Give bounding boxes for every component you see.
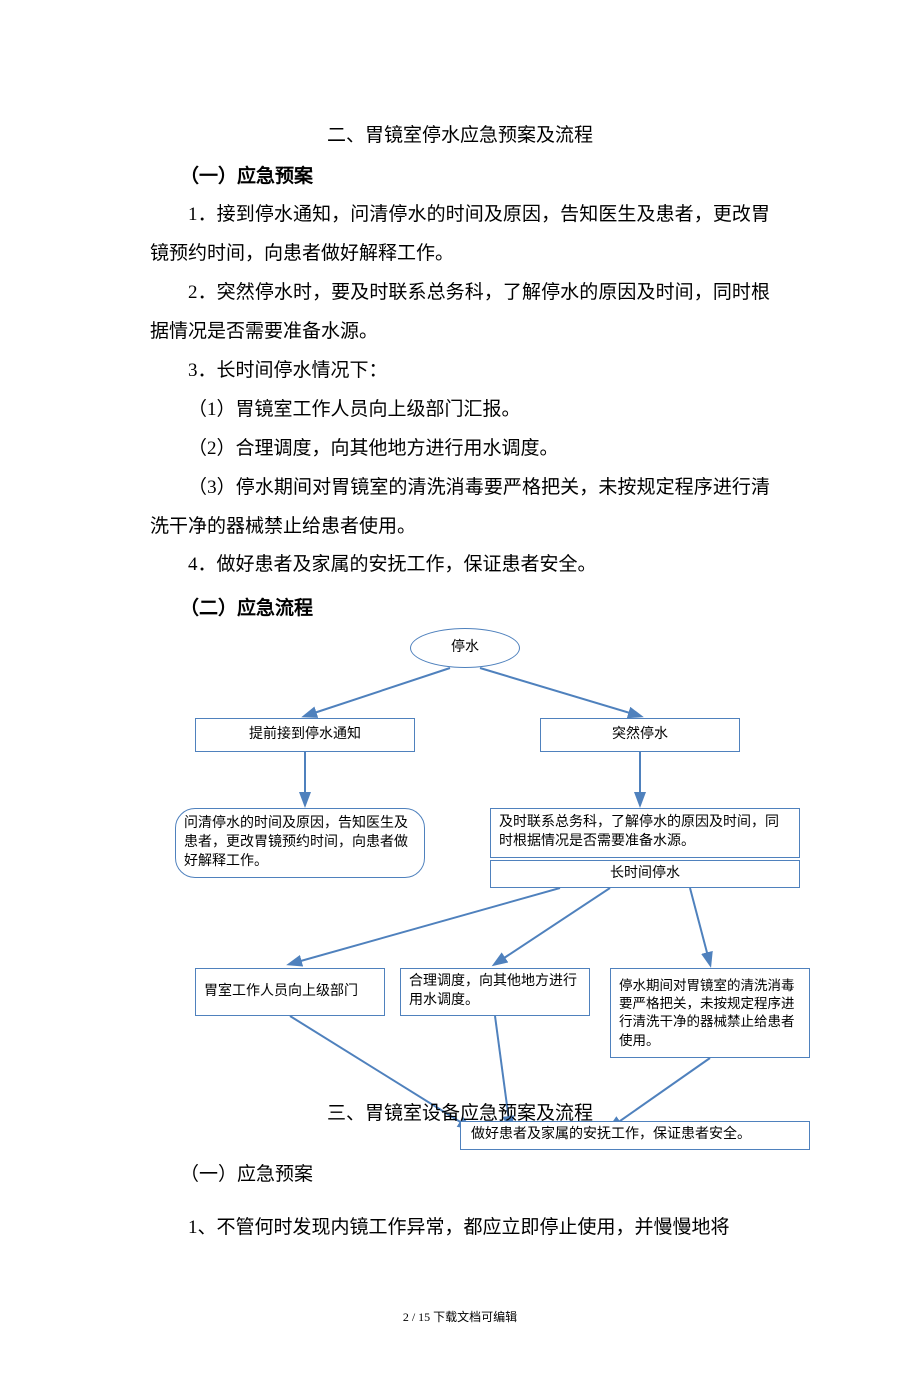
- node-b3-label: 停水期间对胃镜室的清洗消毒要严格把关，未按规定程序进行清洗干净的器械禁止给患者使…: [619, 977, 801, 1050]
- sec1-item-3: 3．长时间停水情况下：: [150, 352, 770, 391]
- node-b2-label: 合理调度，向其他地方进行用水调度。: [409, 973, 581, 1011]
- flowchart: 停水 提前接到停水通知 突然停水 问清停水的时间及原因，告知医生及患者，更改胃镜…: [90, 628, 810, 1168]
- sec1-item-3-3: （3）停水期间对胃镜室的清洗消毒要严格把关，未按规定程序进行清洗干净的器械禁止给…: [150, 469, 770, 547]
- node-right2-label: 及时联系总务科，了解停水的原因及时间，同时根据情况是否需要准备水源。: [499, 814, 791, 852]
- page-footer: 2 / 15 下载文档可编辑: [150, 1308, 770, 1325]
- node-b2: 合理调度，向其他地方进行用水调度。: [400, 968, 590, 1016]
- sec2-heading: （二）应急流程: [180, 593, 770, 620]
- node-b1-label: 胃室工作人员向上级部门: [204, 983, 358, 1002]
- node-start-label: 停水: [451, 639, 479, 658]
- sec1-item-3-1: （1）胃镜室工作人员向上级部门汇报。: [150, 391, 770, 430]
- node-left1-label: 提前接到停水通知: [249, 726, 361, 745]
- node-left1: 提前接到停水通知: [195, 718, 415, 752]
- node-right1-label: 突然停水: [612, 726, 668, 745]
- node-left2-label: 问清停水的时间及原因，告知医生及患者，更改胃镜预约时间，向患者做好解释工作。: [184, 815, 416, 872]
- node-b1: 胃室工作人员向上级部门: [195, 968, 385, 1016]
- sec1-item-2: 2．突然停水时，要及时联系总务科，了解停水的原因及时间，同时根据情况是否需要准备…: [150, 274, 770, 352]
- node-left2: 问清停水的时间及原因，告知医生及患者，更改胃镜预约时间，向患者做好解释工作。: [175, 808, 425, 878]
- flowchart-arrows: [90, 628, 810, 1168]
- node-b3: 停水期间对胃镜室的清洗消毒要严格把关，未按规定程序进行清洗干净的器械禁止给患者使…: [610, 968, 810, 1058]
- sec1-item-1: 1．接到停水通知，问清停水的时间及原因，告知医生及患者，更改胃镜预约时间，向患者…: [150, 196, 770, 274]
- node-right3-label: 长时间停水: [610, 865, 680, 884]
- node-right1: 突然停水: [540, 718, 740, 752]
- node-right3: 长时间停水: [490, 860, 800, 888]
- document-page: 二、胃镜室停水应急预案及流程 （一）应急预案 1．接到停水通知，问清停水的时间及…: [0, 0, 920, 1397]
- sec1-item-4: 4．做好患者及家属的安抚工作，保证患者安全。: [150, 546, 770, 585]
- sec1-item-3-2: （2）合理调度，向其他地方进行用水调度。: [150, 430, 770, 469]
- node-final: 做好患者及家属的安抚工作，保证患者安全。: [460, 1121, 810, 1150]
- node-final-label: 做好患者及家属的安抚工作，保证患者安全。: [471, 1127, 751, 1142]
- sec3-item-1: 1、不管何时发现内镜工作异常，都应立即停止使用，并慢慢地将: [150, 1209, 770, 1248]
- node-right2: 及时联系总务科，了解停水的原因及时间，同时根据情况是否需要准备水源。: [490, 808, 800, 858]
- section-2-title: 二、胃镜室停水应急预案及流程: [150, 120, 770, 147]
- sec1-heading: （一）应急预案: [180, 161, 770, 188]
